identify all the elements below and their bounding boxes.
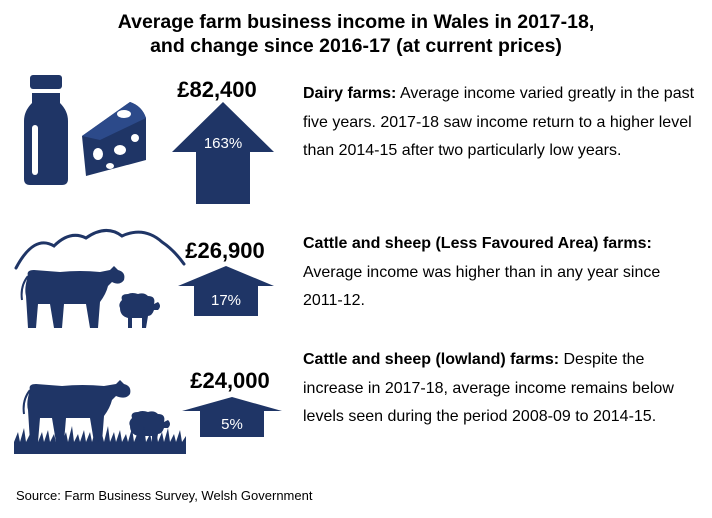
dairy-income-value: £82,400 [177,77,257,102]
cow-icon [22,380,131,442]
lowland-income-value: £24,000 [190,368,270,393]
cheese-icon [82,102,146,176]
title-line-2: and change since 2016-17 (at current pri… [150,35,562,57]
lfa-description: Cattle and sheep (Less Favoured Area) fa… [303,230,703,316]
title-line-1: Average farm business income in Wales in… [117,11,595,33]
lfa-text: Average income was higher than in any ye… [303,263,661,310]
lfa-change-label: 17% [211,292,241,309]
dairy-change-label: 163% [204,135,242,152]
lowland-text: Despite the increase in 2017-18, average… [303,351,674,425]
mountains-icon [14,229,186,270]
lowland-change-label: 5% [221,416,243,433]
milk-bottle-icon [24,75,68,185]
grass-icon [14,426,186,454]
dairy-change-arrow: 163% [172,102,274,204]
source-note: Source: Farm Business Survey, Welsh Gove… [16,488,313,503]
page-title: Average farm business income in Wales in… [0,10,712,58]
lfa-income-value: £26,900 [185,238,265,263]
cow-icon [20,266,125,328]
dairy-heading: Dairy farms: [303,85,397,102]
lowland-heading: Cattle and sheep (lowland) farms: [303,351,560,368]
sheep-icon [119,293,160,328]
dairy-description: Dairy farms: Average income varied great… [303,80,703,166]
lfa-heading: Cattle and sheep (Less Favoured Area) fa… [303,235,652,252]
sheep-icon [129,411,170,444]
lfa-change-arrow: 17% [178,266,274,316]
lowland-description: Cattle and sheep (lowland) farms: Despit… [303,346,703,432]
dairy-text: Average income varied greatly in the pas… [303,85,695,159]
lowland-change-arrow: 5% [182,397,282,437]
